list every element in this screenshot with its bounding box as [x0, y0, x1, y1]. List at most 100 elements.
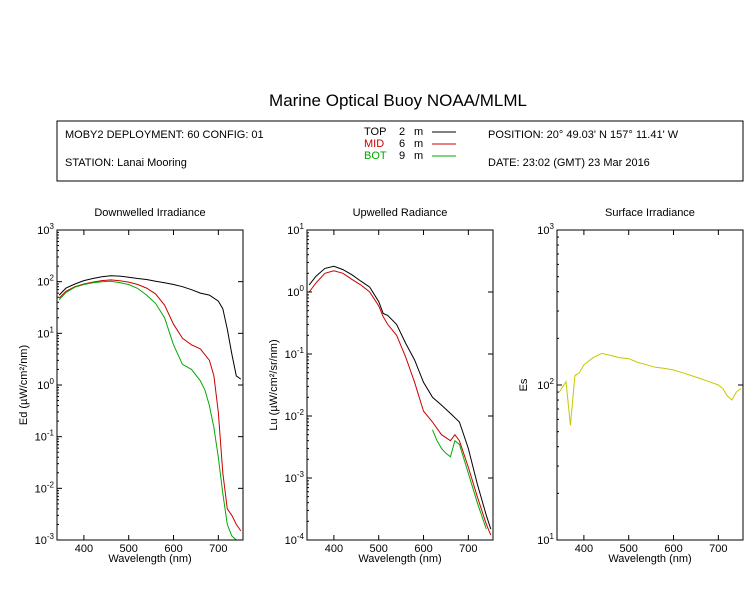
y-tick-exponent: -3 — [297, 470, 305, 479]
y-tick-exponent: 1 — [550, 532, 555, 541]
y-tick-label: 102 — [37, 274, 54, 289]
y-tick-base: 10 — [285, 349, 297, 361]
y-tick-exponent: -4 — [297, 532, 305, 541]
y-tick-label: 10-2 — [35, 480, 55, 495]
series-line-mid — [58, 279, 242, 532]
y-tick-label: 101 — [287, 222, 304, 237]
chart-2: Upwelled Radiance 400 500 600 700 Wavelength … — [268, 207, 494, 565]
legend-depth-top: 2 — [399, 126, 405, 138]
series-line-bot — [432, 429, 487, 530]
y-tick-base: 10 — [37, 277, 49, 289]
x-tick-label: 700 — [209, 543, 227, 555]
y-tick-exponent: -2 — [47, 480, 55, 489]
chart-title: Surface Irradiance — [605, 207, 695, 219]
x-tick-label: 700 — [459, 543, 477, 555]
legend: TOP 2 m MID 6 m BOT 9 m — [364, 126, 456, 162]
x-tick-label: 500 — [120, 543, 138, 555]
legend-unit-top: m — [414, 126, 423, 138]
y-tick-label: 10-1 — [285, 346, 305, 361]
y-tick-label: 100 — [287, 284, 304, 299]
y-tick-exponent: 1 — [50, 325, 55, 334]
y-tick-base: 10 — [537, 380, 549, 392]
y-tick-exponent: -1 — [297, 346, 305, 355]
x-axis-label: Wavelength (nm) — [108, 553, 191, 565]
y-tick-label: 10-4 — [285, 532, 305, 547]
y-tick-base: 10 — [537, 225, 549, 237]
y-tick-label: 10-3 — [285, 470, 305, 485]
x-tick-label: 400 — [75, 543, 93, 555]
info-box-frame — [56, 120, 744, 182]
position-text: POSITION: 20° 49.03' N 157° 11.41' W — [488, 129, 679, 141]
y-tick-label: 100 — [37, 377, 54, 392]
legend-unit-mid: m — [414, 138, 423, 150]
y-tick-base: 10 — [287, 287, 299, 299]
y-tick-base: 10 — [537, 535, 549, 547]
chart-1: Downwelled Irradiance 400 500 600 700 Wavelen… — [18, 207, 244, 565]
legend-name-top: TOP — [364, 126, 386, 138]
x-axis-label: Wavelength (nm) — [608, 553, 691, 565]
x-tick-label: 500 — [620, 543, 638, 555]
legend-name-bot: BOT — [364, 150, 387, 162]
x-tick-label: 600 — [414, 543, 432, 555]
chart-3: Surface Irradiance 400 500 600 700 Wavelength… — [518, 207, 744, 565]
y-tick-base: 10 — [35, 483, 47, 495]
y-tick-exponent: 3 — [550, 222, 555, 231]
deployment-text: MOBY2 DEPLOYMENT: 60 CONFIG: 01 — [65, 129, 264, 141]
chart-title: Downwelled Irradiance — [94, 207, 205, 219]
figure-title: Marine Optical Buoy NOAA/MLML — [269, 91, 527, 110]
x-tick-label: 600 — [664, 543, 682, 555]
y-tick-label: 101 — [537, 532, 554, 547]
y-tick-exponent: -3 — [47, 532, 55, 541]
y-tick-label: 102 — [537, 377, 554, 392]
legend-name-mid: MID — [364, 138, 384, 150]
y-axis-label: Lu (µW/cm²/sr/nm) — [268, 339, 280, 430]
y-tick-label: 10-1 — [35, 429, 55, 444]
plot-frame — [556, 229, 744, 541]
y-axis-label: Es — [518, 378, 530, 391]
y-tick-label: 103 — [537, 222, 554, 237]
y-tick-base: 10 — [285, 473, 297, 485]
y-tick-label: 10-3 — [35, 532, 55, 547]
plot-frame — [306, 229, 494, 541]
y-tick-exponent: 1 — [300, 222, 305, 231]
series-line-top — [58, 275, 242, 380]
y-tick-base: 10 — [37, 380, 49, 392]
x-axis-label: Wavelength (nm) — [358, 553, 441, 565]
y-tick-exponent: 0 — [300, 284, 305, 293]
date-text: DATE: 23:02 (GMT) 23 Mar 2016 — [488, 157, 650, 169]
x-tick-label: 700 — [709, 543, 727, 555]
series-line-es — [558, 352, 742, 426]
y-axis-label: Ed (µW/cm²/nm) — [18, 345, 30, 425]
y-tick-label: 10-2 — [285, 408, 305, 423]
chart-title: Upwelled Radiance — [353, 207, 448, 219]
y-tick-base: 10 — [35, 535, 47, 547]
y-tick-exponent: 2 — [550, 377, 555, 386]
y-tick-exponent: 2 — [50, 274, 55, 283]
y-tick-base: 10 — [37, 225, 49, 237]
y-tick-exponent: -2 — [297, 408, 305, 417]
series-line-top — [308, 265, 492, 530]
charts: Downwelled Irradiance 400 500 600 700 Wavelen… — [18, 207, 744, 565]
x-tick-label: 400 — [575, 543, 593, 555]
y-tick-exponent: -1 — [47, 429, 55, 438]
series-line-mid — [308, 270, 492, 536]
legend-unit-bot: m — [414, 150, 423, 162]
legend-depth-bot: 9 — [399, 150, 405, 162]
y-tick-base: 10 — [287, 225, 299, 237]
x-tick-label: 600 — [164, 543, 182, 555]
y-tick-label: 101 — [37, 325, 54, 340]
station-text: STATION: Lanai Mooring — [65, 157, 187, 169]
y-tick-base: 10 — [285, 535, 297, 547]
legend-depth-mid: 6 — [399, 138, 405, 150]
x-tick-label: 500 — [370, 543, 388, 555]
y-tick-base: 10 — [285, 411, 297, 423]
y-tick-base: 10 — [37, 328, 49, 340]
y-tick-exponent: 0 — [50, 377, 55, 386]
series-line-bot — [58, 280, 237, 540]
y-tick-exponent: 3 — [50, 222, 55, 231]
info-box: MOBY2 DEPLOYMENT: 60 CONFIG: 01 STATION:… — [56, 120, 744, 182]
x-tick-label: 400 — [325, 543, 343, 555]
y-tick-base: 10 — [35, 432, 47, 444]
y-tick-label: 103 — [37, 222, 54, 237]
